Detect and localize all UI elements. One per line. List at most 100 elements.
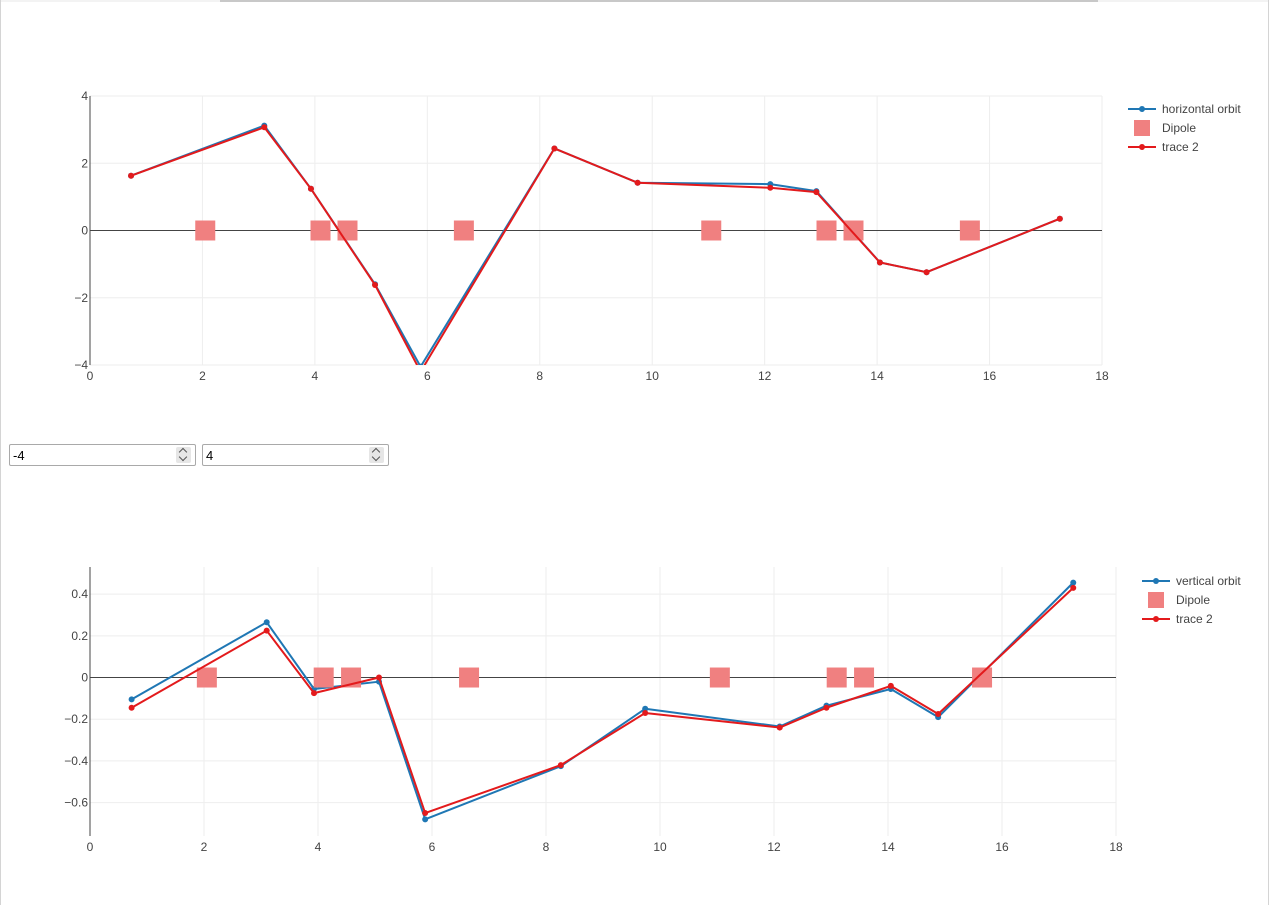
legend-marker-symbol — [1139, 144, 1145, 150]
y-tick-label: 0.4 — [71, 587, 88, 601]
legend: horizontal orbit Dipole trace 2 — [1128, 102, 1241, 154]
data-point[interactable] — [887, 682, 894, 689]
dipole-marker[interactable] — [843, 220, 864, 241]
series-line[interactable] — [131, 581, 1074, 821]
dipole-marker[interactable] — [196, 667, 217, 688]
data-point[interactable] — [935, 711, 942, 718]
range-max-spinner[interactable] — [369, 447, 384, 463]
x-tick-label: 10 — [653, 840, 667, 854]
plot-area — [128, 579, 1077, 823]
data-point[interactable] — [1056, 215, 1063, 222]
y-tick-label: −2 — [74, 291, 88, 305]
legend-label: trace 2 — [1162, 140, 1199, 154]
data-point[interactable] — [813, 189, 820, 196]
range-max-input[interactable] — [202, 444, 389, 466]
data-point[interactable] — [422, 816, 429, 823]
range-min-field[interactable] — [13, 447, 173, 463]
y-tick-label: 0.2 — [71, 629, 88, 643]
x-tick-label: 8 — [543, 840, 550, 854]
legend-item[interactable]: Dipole — [1148, 592, 1210, 608]
dipole-marker[interactable] — [310, 220, 331, 241]
scrollbar-thumb[interactable] — [220, 0, 1098, 2]
dipole-marker[interactable] — [959, 220, 980, 241]
data-point[interactable] — [261, 124, 268, 131]
dipole-marker[interactable] — [816, 220, 837, 241]
data-point[interactable] — [311, 690, 318, 697]
data-point[interactable] — [375, 674, 382, 681]
y-tick-label: −0.4 — [64, 754, 88, 768]
data-point[interactable] — [263, 627, 270, 634]
legend-label: trace 2 — [1176, 612, 1213, 626]
legend-label: Dipole — [1176, 593, 1210, 607]
data-point[interactable] — [876, 259, 883, 266]
legend-marker-symbol — [1153, 578, 1159, 584]
dipole-marker[interactable] — [972, 667, 993, 688]
legend-item[interactable]: trace 2 — [1142, 612, 1213, 626]
x-tick-label: 4 — [315, 840, 322, 854]
x-tick-label: 6 — [424, 369, 431, 383]
legend-marker-symbol — [1153, 616, 1159, 622]
x-tick-label: 6 — [429, 840, 436, 854]
left-border — [0, 0, 1, 905]
data-point[interactable] — [551, 145, 558, 152]
data-point[interactable] — [307, 185, 314, 192]
plot-area — [128, 122, 1063, 371]
data-point[interactable] — [634, 179, 641, 186]
data-point[interactable] — [767, 184, 774, 191]
y-tick-label: −4 — [74, 358, 88, 372]
data-point[interactable] — [418, 363, 424, 370]
dipole-marker[interactable] — [459, 667, 480, 688]
legend-item[interactable]: Dipole — [1134, 120, 1196, 136]
data-point[interactable] — [128, 172, 135, 179]
dipole-marker[interactable] — [313, 667, 334, 688]
legend-item[interactable]: trace 2 — [1128, 140, 1199, 154]
series-line[interactable] — [131, 587, 1074, 815]
x-tick-label: 2 — [201, 840, 208, 854]
legend-label: Dipole — [1162, 121, 1196, 135]
dipole-marker[interactable] — [701, 220, 722, 241]
data-point[interactable] — [642, 709, 649, 716]
x-tick-label: 4 — [312, 369, 319, 383]
x-tick-label: 18 — [1109, 840, 1123, 854]
legend-item[interactable]: vertical orbit — [1142, 574, 1241, 588]
x-tick-label: 14 — [881, 840, 895, 854]
legend-label: vertical orbit — [1176, 574, 1241, 588]
top-scrollbar[interactable] — [0, 0, 1269, 2]
x-tick-label: 2 — [199, 369, 206, 383]
data-point[interactable] — [1070, 579, 1077, 586]
range-max-field[interactable] — [206, 447, 366, 463]
data-point[interactable] — [263, 619, 270, 626]
data-point[interactable] — [1070, 584, 1077, 591]
range-min-input[interactable] — [9, 444, 196, 466]
dipole-marker[interactable] — [195, 220, 216, 241]
y-tick-label: 4 — [81, 89, 88, 103]
data-point[interactable] — [557, 762, 564, 769]
x-tick-label: 14 — [870, 369, 884, 383]
dipole-marker[interactable] — [826, 667, 847, 688]
horizontal-orbit-chart[interactable]: 0 2 4 6 8 10 12 14 16 18 4 2 0 −2 −4 horizontal orbit Di… — [0, 0, 1269, 420]
dipole-marker[interactable] — [709, 667, 730, 688]
y-tick-label: −0.6 — [64, 796, 88, 810]
y-tick-label: 0 — [81, 671, 88, 685]
series-line[interactable] — [130, 126, 1061, 371]
x-tick-label: 12 — [758, 369, 772, 383]
x-tick-label: 8 — [536, 369, 543, 383]
data-point[interactable] — [128, 696, 135, 703]
range-min-spinner[interactable] — [176, 447, 191, 463]
data-point[interactable] — [422, 810, 429, 817]
legend-marker-symbol — [1139, 106, 1145, 112]
x-tick-label: 16 — [995, 840, 1009, 854]
data-point[interactable] — [923, 269, 930, 276]
legend-item[interactable]: horizontal orbit — [1128, 102, 1241, 116]
data-point[interactable] — [776, 724, 783, 731]
data-point[interactable] — [372, 281, 379, 288]
data-point[interactable] — [128, 704, 135, 711]
legend-square-symbol — [1134, 120, 1150, 136]
dipole-marker[interactable] — [854, 667, 875, 688]
x-tick-label: 10 — [646, 369, 660, 383]
data-point[interactable] — [642, 705, 649, 712]
data-point[interactable] — [823, 704, 830, 711]
legend-label: horizontal orbit — [1162, 102, 1241, 116]
dipole-marker[interactable] — [453, 220, 474, 241]
